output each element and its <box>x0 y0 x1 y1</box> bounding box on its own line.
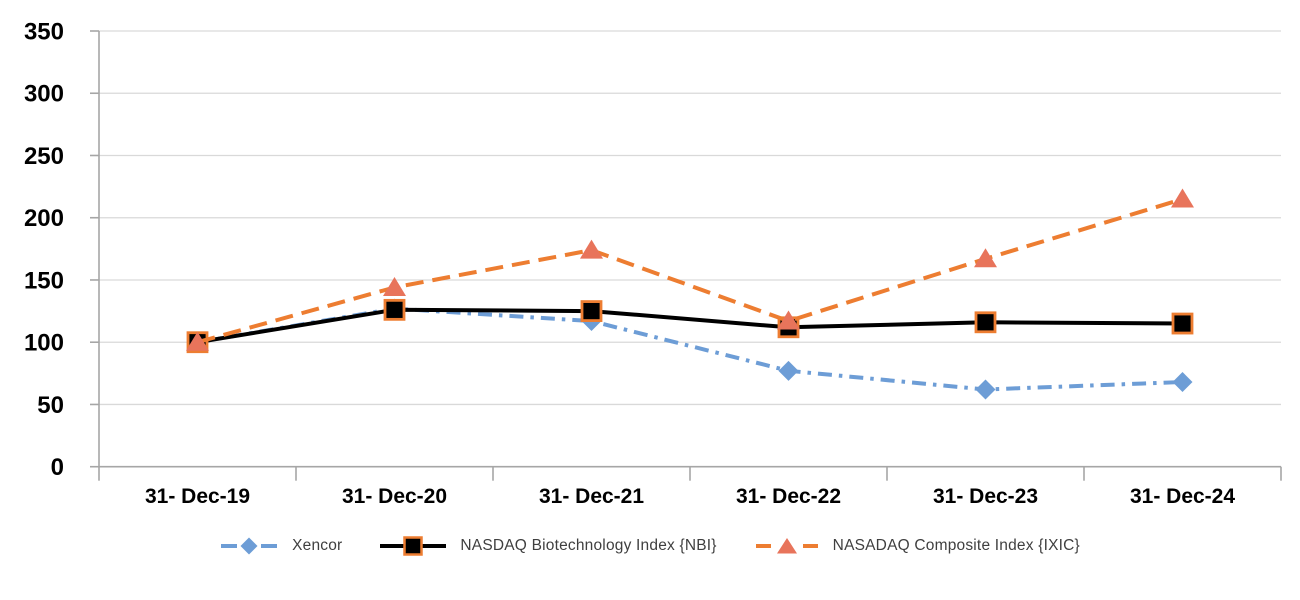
x-axis-label-4: 31- Dec-23 <box>933 485 1038 508</box>
marker-diamond-0-3 <box>778 360 799 381</box>
marker-triangle-2-4 <box>974 248 997 268</box>
diamond-dash-line-icon <box>221 537 278 555</box>
y-axis-label-200: 200 <box>24 205 64 232</box>
marker-triangle-2-5 <box>1171 188 1194 208</box>
legend-item-nbi: NASDAQ Biotechnology Index {NBI} <box>380 536 716 556</box>
marker-triangle-2-1 <box>383 276 406 296</box>
legend-label-ixic: NASADAQ Composite Index {IXIC} <box>832 537 1080 554</box>
y-axis-label-300: 300 <box>24 81 64 108</box>
marker-diamond-0-4 <box>975 379 996 400</box>
y-axis-label-100: 100 <box>24 330 64 357</box>
marker-diamond-0-5 <box>1172 372 1193 393</box>
y-axis-label-250: 250 <box>24 143 64 170</box>
marker-triangle-2-0 <box>186 331 209 351</box>
y-axis-label-150: 150 <box>24 267 64 294</box>
marker-square-1-2 <box>580 300 603 322</box>
legend-item-ixic: NASADAQ Composite Index {IXIC} <box>755 536 1080 556</box>
marker-triangle-2-2 <box>580 239 603 259</box>
x-axis-label-3: 31- Dec-22 <box>736 485 841 508</box>
marker-square-1-1 <box>383 298 406 321</box>
x-axis-label-1: 31- Dec-20 <box>342 485 447 508</box>
marker-square-1-5 <box>1171 312 1194 335</box>
chart-plot-area: 0 50 100 150 200 250 300 350 31- Dec-19 31- Dec-2… <box>24 19 1282 508</box>
triangle-dash-line-icon <box>755 538 818 554</box>
x-axis-label-5: 31- Dec-24 <box>1130 485 1235 508</box>
series-line-2 <box>196 197 1184 345</box>
marker-square-1-4 <box>974 311 997 334</box>
series-line-1 <box>197 307 1183 345</box>
y-axis-label-50: 50 <box>37 392 64 419</box>
legend-item-xencor: Xencor <box>220 536 342 556</box>
square-solid-line-icon <box>380 536 447 556</box>
chart-legend: Xencor NASDAQ Biotechnology Index {NBI} … <box>0 536 1300 556</box>
x-axis-label-0: 31- Dec-19 <box>145 485 250 508</box>
marker-triangle-2-3 <box>777 310 800 330</box>
legend-label-xencor: Xencor <box>292 537 343 554</box>
x-axis-label-2: 31- Dec-21 <box>539 485 644 508</box>
legend-label-nbi: NASDAQ Biotechnology Index {NBI} <box>460 537 717 554</box>
y-axis-label-350: 350 <box>24 19 64 46</box>
y-axis-label-0: 0 <box>51 454 64 481</box>
